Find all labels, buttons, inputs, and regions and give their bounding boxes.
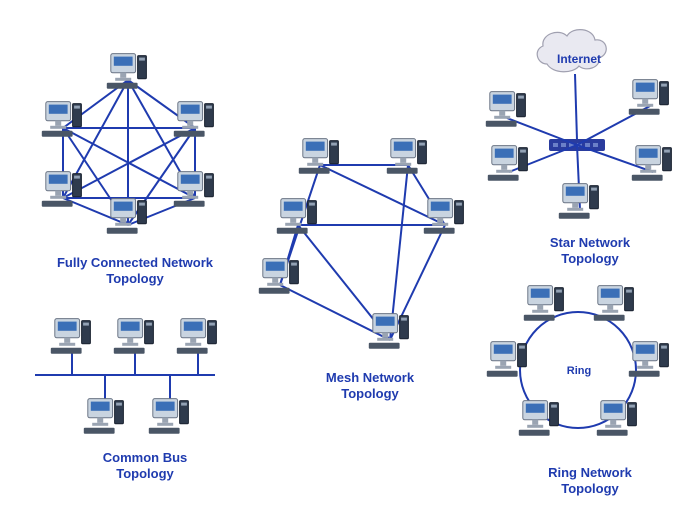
label-fully-connected: Fully Connected Network Topology <box>50 255 220 288</box>
computer-full-5 <box>42 102 82 137</box>
label-mesh: Mesh Network Topology <box>300 370 440 403</box>
computer-mesh-5 <box>369 314 409 349</box>
computer-bus-top-0 <box>51 319 91 354</box>
label-ring: Ring Network Topology <box>520 465 660 498</box>
computer-full-1 <box>174 102 214 137</box>
computer-star-0 <box>486 92 526 127</box>
computer-star-1 <box>629 80 669 115</box>
computer-star-2 <box>488 146 528 181</box>
computer-ring-2 <box>629 342 669 377</box>
computer-bus-top-2 <box>177 319 217 354</box>
computer-star-3 <box>632 146 672 181</box>
computer-mesh-2 <box>424 199 464 234</box>
computer-star-4 <box>559 184 599 219</box>
computer-mesh-4 <box>259 259 299 294</box>
computer-ring-1 <box>594 286 634 321</box>
computer-mesh-0 <box>299 139 339 174</box>
computer-bus-bot-0 <box>84 399 124 434</box>
computer-ring-3 <box>597 401 637 436</box>
computer-full-3 <box>107 199 147 234</box>
computer-mesh-3 <box>277 199 317 234</box>
label-internet: Internet <box>549 52 609 67</box>
computer-full-0 <box>107 54 147 89</box>
computer-ring-4 <box>519 401 559 436</box>
computer-full-2 <box>174 172 214 207</box>
computer-bus-bot-1 <box>149 399 189 434</box>
label-ring-center: Ring <box>564 365 594 379</box>
computer-mesh-1 <box>387 139 427 174</box>
computer-full-4 <box>42 172 82 207</box>
computer-bus-top-1 <box>114 319 154 354</box>
label-star: Star Network Topology <box>520 235 660 268</box>
label-bus: Common Bus Topology <box>75 450 215 483</box>
